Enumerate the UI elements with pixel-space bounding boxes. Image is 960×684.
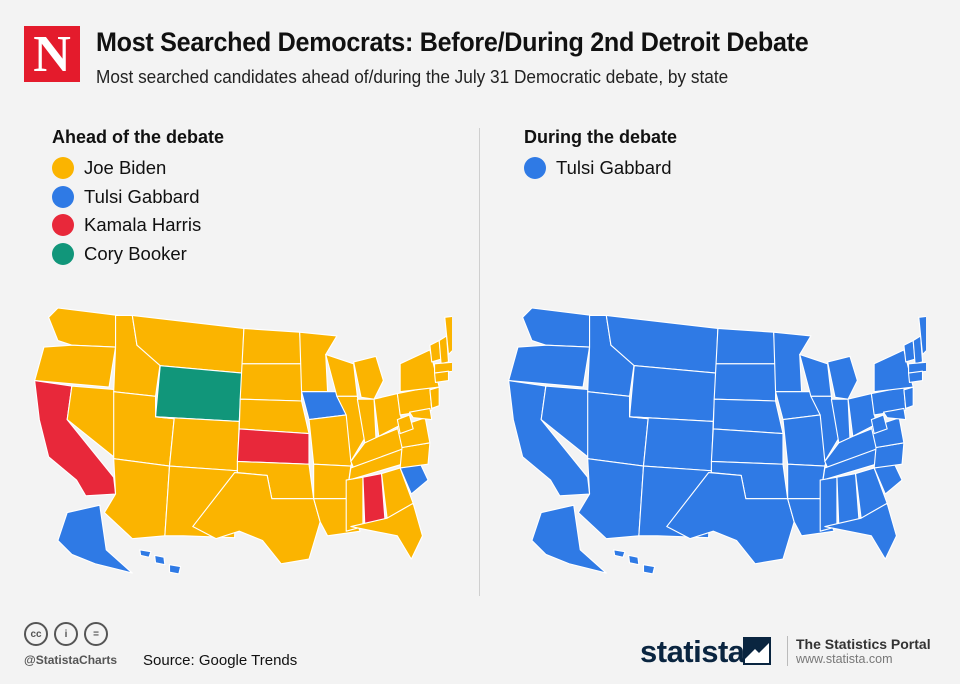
us-map-before-debate (34, 307, 452, 575)
state-wisconsin (799, 353, 832, 397)
state-texas (666, 472, 795, 565)
statista-wordmark: statista (640, 634, 745, 669)
legend-dot-gabbard (52, 185, 74, 208)
state-south-dakota (713, 363, 777, 402)
state-connecticut (907, 370, 924, 383)
legend-label: Cory Booker (84, 242, 187, 264)
state-arkansas (313, 463, 352, 500)
legend-item-gabbard-during: Tulsi Gabbard (524, 154, 672, 183)
state-new-jersey (903, 386, 914, 409)
chart-title: Most Searched Democrats: Before/During 2… (96, 27, 809, 57)
legend-item-booker: Cory Booker (52, 240, 201, 269)
legend-dot-booker (52, 242, 74, 265)
legend-label: Joe Biden (84, 157, 167, 179)
state-new-jersey (429, 386, 440, 409)
legend-label: Kamala Harris (84, 214, 202, 236)
state-wisconsin (325, 353, 358, 397)
state-arizona (103, 458, 171, 540)
state-arizona (577, 458, 645, 540)
state-hawaii (613, 549, 656, 575)
state-alaska (531, 504, 607, 574)
state-massachusetts (907, 361, 926, 374)
state-wyoming (154, 365, 243, 423)
legend-dot-biden (52, 157, 74, 180)
license-icons: cc i = (24, 622, 108, 646)
state-michigan (827, 355, 858, 400)
state-texas (192, 472, 321, 565)
legend-dot-harris (52, 214, 74, 237)
state-florida (350, 502, 424, 560)
state-maine (444, 315, 452, 356)
portal-box: The Statistics Portal www.statista.com (787, 636, 931, 666)
statista-logo-icon (743, 637, 771, 665)
state-west-virginia (396, 414, 414, 435)
state-oregon (34, 344, 117, 388)
state-illinois (336, 395, 366, 463)
newsweek-logo: N (24, 26, 80, 82)
right-panel-heading: During the debate (524, 127, 678, 147)
chart-subtitle: Most searched candidates ahead of/during… (96, 66, 729, 87)
by-icon: i (54, 622, 78, 646)
state-alabama (362, 472, 386, 527)
left-legend: Joe Biden Tulsi Gabbard Kamala Harris Co… (52, 154, 201, 268)
state-washington (522, 307, 593, 348)
state-south-dakota (239, 363, 303, 402)
state-mississippi (345, 476, 364, 532)
source-note: Source: Google Trends (143, 652, 298, 669)
left-panel-heading: Ahead of the debate (52, 127, 225, 147)
site-url: www.statista.com (796, 652, 893, 666)
legend-label: Tulsi Gabbard (84, 185, 200, 207)
state-new-hampshire (438, 335, 450, 365)
state-north-dakota (241, 327, 303, 365)
state-massachusetts (433, 361, 452, 374)
state-mississippi (819, 476, 838, 532)
state-oregon (508, 344, 591, 388)
state-connecticut (433, 370, 450, 383)
legend-item-biden: Joe Biden (52, 154, 201, 183)
legend-label: Tulsi Gabbard (556, 157, 672, 179)
right-legend: Tulsi Gabbard (524, 154, 672, 183)
state-wyoming (628, 365, 717, 423)
state-north-dakota (715, 327, 777, 365)
state-nebraska (712, 398, 784, 435)
state-minnesota (773, 331, 812, 393)
state-west-virginia (870, 414, 888, 435)
state-alaska (57, 504, 133, 574)
state-alabama (836, 472, 860, 527)
panel-divider (479, 128, 480, 596)
legend-item-harris: Kamala Harris (52, 211, 201, 240)
cc-icon: cc (24, 622, 48, 646)
state-kansas (710, 428, 784, 465)
state-illinois (810, 395, 840, 463)
state-nebraska (238, 398, 310, 435)
portal-label: The Statistics Portal (796, 636, 931, 652)
state-arkansas (787, 463, 826, 500)
state-hawaii (139, 549, 182, 575)
state-florida (824, 502, 898, 560)
us-map-during-debate (508, 307, 926, 575)
state-minnesota (299, 331, 338, 393)
state-maine (918, 315, 926, 356)
legend-dot-gabbard-during (524, 157, 546, 180)
state-new-hampshire (912, 335, 924, 365)
state-michigan (353, 355, 384, 400)
legend-item-gabbard: Tulsi Gabbard (52, 183, 201, 212)
state-maryland (882, 407, 907, 421)
nd-icon: = (84, 622, 108, 646)
state-washington (48, 307, 119, 348)
state-maryland (408, 407, 433, 421)
state-kansas (236, 428, 310, 465)
twitter-handle: @StatistaCharts (24, 653, 118, 667)
